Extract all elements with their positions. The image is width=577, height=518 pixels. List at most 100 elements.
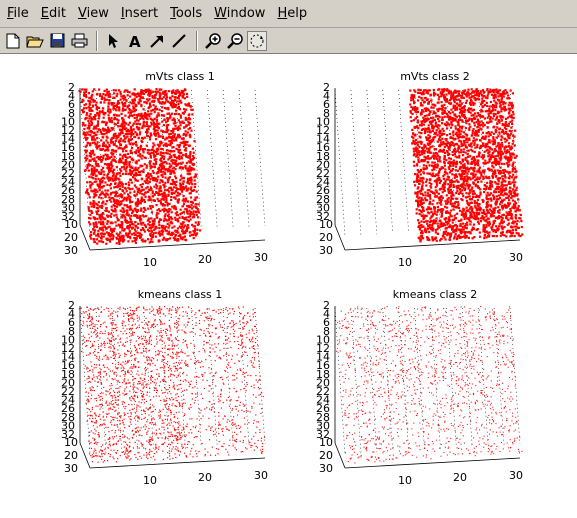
- marker: [151, 223, 154, 226]
- marker: [485, 215, 488, 218]
- marker: [449, 199, 452, 202]
- marker: [465, 192, 468, 195]
- marker: [90, 138, 94, 141]
- marker: [435, 195, 438, 198]
- select-arrow-icon[interactable]: [103, 31, 123, 51]
- marker: [425, 184, 428, 187]
- marker: [110, 149, 114, 152]
- zoom-in-icon[interactable]: [203, 31, 223, 51]
- marker: [134, 241, 137, 244]
- marker: [452, 205, 456, 208]
- marker: [109, 177, 113, 180]
- marker: [429, 202, 432, 205]
- marker: [472, 181, 475, 184]
- marker: [493, 158, 497, 162]
- marker: [492, 94, 495, 97]
- subplot-2[interactable]: mVts class 22468101214161820222426283032…: [316, 70, 524, 269]
- marker: [189, 160, 193, 164]
- menu-tools[interactable]: Tools: [170, 6, 203, 21]
- marker: [493, 99, 496, 102]
- marker: [146, 185, 149, 189]
- zoom-out-icon[interactable]: [225, 31, 245, 51]
- print-icon[interactable]: [69, 31, 89, 51]
- line-insert-icon[interactable]: [169, 31, 189, 51]
- marker: [148, 102, 151, 105]
- marker: [147, 127, 150, 130]
- marker: [170, 222, 174, 225]
- marker: [516, 193, 519, 196]
- new-file-icon[interactable]: [3, 31, 23, 51]
- marker: [415, 146, 418, 149]
- marker: [483, 184, 487, 187]
- save-icon[interactable]: [47, 31, 67, 51]
- marker: [492, 221, 496, 225]
- open-folder-icon[interactable]: [25, 31, 45, 51]
- marker: [118, 233, 121, 236]
- marker: [166, 232, 169, 235]
- marker: [137, 167, 140, 170]
- marker: [421, 225, 424, 229]
- marker: [437, 192, 441, 195]
- marker: [418, 124, 422, 127]
- marker: [456, 187, 459, 190]
- marker: [419, 173, 422, 176]
- marker: [170, 129, 173, 133]
- marker: [146, 238, 150, 241]
- arrow-insert-icon[interactable]: [147, 31, 167, 51]
- marker: [427, 102, 430, 105]
- menu-window[interactable]: Window: [214, 6, 266, 21]
- marker: [454, 169, 457, 172]
- rotate-3d-icon[interactable]: [247, 30, 267, 51]
- marker: [501, 214, 504, 217]
- marker: [120, 220, 123, 224]
- menu-insert[interactable]: Insert: [120, 6, 159, 21]
- menu-edit[interactable]: Edit: [40, 6, 66, 21]
- marker: [162, 170, 165, 173]
- marker: [141, 90, 144, 93]
- marker: [442, 183, 445, 187]
- marker: [141, 96, 144, 99]
- marker: [440, 195, 443, 198]
- marker: [97, 106, 101, 110]
- marker: [129, 237, 132, 240]
- marker: [107, 232, 110, 235]
- marker: [172, 99, 175, 103]
- marker: [425, 220, 428, 223]
- marker: [485, 223, 488, 227]
- menu-view[interactable]: View: [77, 6, 109, 21]
- marker: [480, 108, 483, 111]
- marker: [146, 228, 150, 231]
- marker: [107, 220, 110, 223]
- subplot-1[interactable]: mVts class 12468101214161820222426283032…: [61, 70, 268, 269]
- marker: [482, 154, 486, 157]
- marker: [127, 129, 131, 133]
- marker: [123, 153, 126, 157]
- marker: [101, 228, 104, 231]
- marker: [443, 189, 446, 192]
- marker: [426, 235, 429, 239]
- marker: [116, 92, 119, 95]
- marker: [168, 224, 171, 227]
- marker: [105, 139, 108, 142]
- marker: [470, 215, 473, 219]
- marker: [489, 88, 492, 91]
- marker: [130, 181, 133, 184]
- marker: [98, 179, 102, 182]
- marker: [432, 119, 435, 122]
- marker: [90, 116, 93, 119]
- marker: [494, 191, 498, 194]
- marker: [103, 225, 106, 228]
- marker: [120, 202, 123, 206]
- menu-file[interactable]: File: [7, 6, 29, 21]
- menu-help[interactable]: Help: [277, 6, 308, 21]
- marker: [486, 126, 489, 129]
- text-insert-icon[interactable]: A: [125, 31, 145, 51]
- marker: [450, 117, 453, 120]
- marker: [103, 113, 106, 116]
- marker: [501, 175, 504, 178]
- marker: [153, 185, 156, 188]
- marker: [177, 148, 180, 151]
- marker: [95, 238, 99, 241]
- marker: [483, 234, 486, 237]
- marker: [506, 217, 509, 220]
